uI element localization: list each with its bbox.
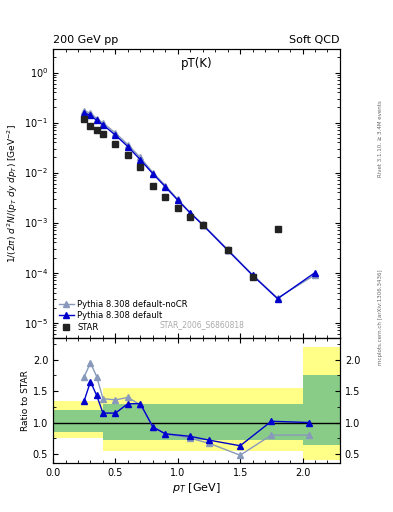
- STAR: [151, 182, 155, 188]
- Pythia 8.308 default: [101, 122, 105, 128]
- Pythia 8.308 default-noCR: [138, 155, 143, 161]
- Pythia 8.308 default: [200, 222, 205, 228]
- STAR: [188, 214, 193, 220]
- STAR: [175, 204, 180, 210]
- Text: 200 GeV pp: 200 GeV pp: [53, 35, 118, 45]
- STAR: [225, 247, 230, 253]
- STAR: [88, 123, 93, 129]
- Line: Pythia 8.308 default-noCR: Pythia 8.308 default-noCR: [81, 108, 318, 301]
- Pythia 8.308 default-noCR: [101, 120, 105, 126]
- Y-axis label: Ratio to STAR: Ratio to STAR: [21, 370, 30, 431]
- Pythia 8.308 default: [151, 170, 155, 177]
- Pythia 8.308 default-noCR: [275, 295, 280, 301]
- STAR: [275, 226, 280, 232]
- Pythia 8.308 default: [113, 132, 118, 138]
- Pythia 8.308 default-noCR: [200, 221, 205, 227]
- Pythia 8.308 default-noCR: [163, 182, 168, 188]
- Pythia 8.308 default-noCR: [188, 209, 193, 216]
- Pythia 8.308 default: [82, 110, 86, 116]
- STAR: [82, 116, 86, 122]
- X-axis label: $p_T$ [GeV]: $p_T$ [GeV]: [172, 481, 221, 495]
- Y-axis label: $1/(2\pi)\ d^2N/(p_T\ dy\ dp_T)\ [\mathrm{GeV}^{-2}]$: $1/(2\pi)\ d^2N/(p_T\ dy\ dp_T)\ [\mathr…: [6, 124, 20, 263]
- Pythia 8.308 default: [88, 112, 93, 118]
- Text: Rivet 3.1.10, ≥ 3.4M events: Rivet 3.1.10, ≥ 3.4M events: [378, 100, 383, 177]
- Pythia 8.308 default-noCR: [125, 142, 130, 148]
- Pythia 8.308 default: [275, 296, 280, 302]
- Legend: Pythia 8.308 default-noCR, Pythia 8.308 default, STAR: Pythia 8.308 default-noCR, Pythia 8.308 …: [57, 298, 189, 333]
- STAR: [250, 274, 255, 281]
- STAR: [101, 131, 105, 137]
- Line: STAR: STAR: [81, 116, 281, 281]
- Pythia 8.308 default: [250, 272, 255, 279]
- Pythia 8.308 default: [188, 210, 193, 216]
- Text: Soft QCD: Soft QCD: [290, 35, 340, 45]
- Pythia 8.308 default-noCR: [88, 110, 93, 116]
- Text: STAR_2006_S6860818: STAR_2006_S6860818: [160, 320, 245, 329]
- STAR: [94, 127, 99, 133]
- Pythia 8.308 default-noCR: [313, 272, 318, 278]
- Pythia 8.308 default: [125, 143, 130, 150]
- STAR: [138, 164, 143, 170]
- Pythia 8.308 default: [225, 247, 230, 253]
- Pythia 8.308 default: [163, 184, 168, 190]
- Pythia 8.308 default-noCR: [225, 246, 230, 252]
- Pythia 8.308 default: [138, 157, 143, 163]
- Pythia 8.308 default: [94, 117, 99, 123]
- Text: mcplots.cern.ch [arXiv:1306.3436]: mcplots.cern.ch [arXiv:1306.3436]: [378, 270, 383, 365]
- Pythia 8.308 default: [313, 269, 318, 275]
- Pythia 8.308 default-noCR: [250, 272, 255, 278]
- Pythia 8.308 default-noCR: [94, 116, 99, 122]
- Text: pT(K): pT(K): [181, 57, 212, 70]
- STAR: [113, 140, 118, 146]
- Pythia 8.308 default-noCR: [151, 169, 155, 176]
- STAR: [163, 194, 168, 200]
- STAR: [200, 222, 205, 228]
- Line: Pythia 8.308 default: Pythia 8.308 default: [81, 110, 318, 302]
- Pythia 8.308 default-noCR: [113, 130, 118, 136]
- Pythia 8.308 default-noCR: [82, 108, 86, 114]
- Pythia 8.308 default: [175, 197, 180, 203]
- STAR: [125, 153, 130, 159]
- Pythia 8.308 default-noCR: [175, 197, 180, 203]
